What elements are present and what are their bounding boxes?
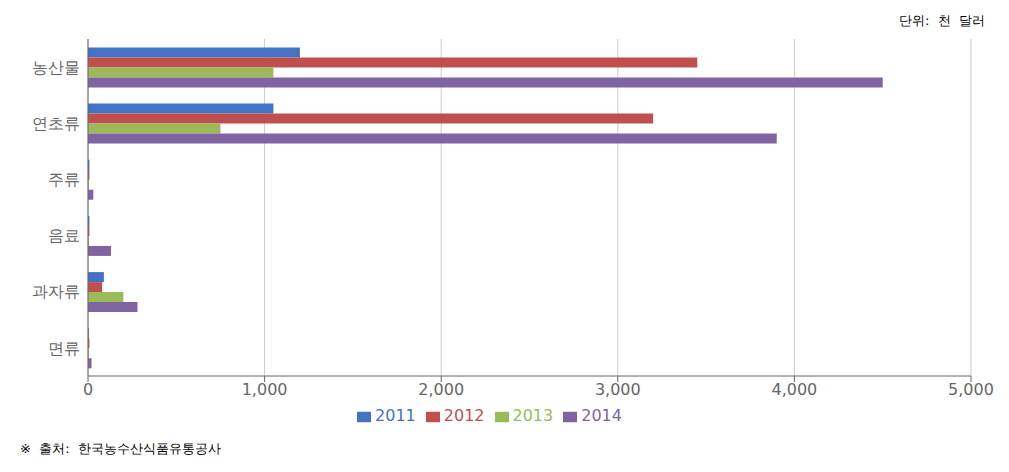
svg-text:1,000: 1,000 <box>242 380 288 399</box>
svg-text:음료: 음료 <box>48 226 80 245</box>
svg-text:3,000: 3,000 <box>595 380 641 399</box>
html-text:2013: 2013 <box>512 406 554 425</box>
html-text:단위: 천 달러: 단위: 천 달러 <box>899 13 985 28</box>
svg-text:5,000: 5,000 <box>948 380 994 399</box>
html-text:※ 출처: 한국농수산식품유통공사: ※ 출처: 한국농수산식품유통공사 <box>20 441 221 456</box>
svg-text:4,000: 4,000 <box>771 380 817 399</box>
svg-text:0: 0 <box>83 380 93 399</box>
svg-text:농산물: 농산물 <box>32 58 80 77</box>
svg-text:면류: 면류 <box>48 339 80 358</box>
html-text:2011: 2011 <box>375 406 416 425</box>
html-text:2012: 2012 <box>443 406 485 425</box>
svg-text:주류: 주류 <box>48 170 80 189</box>
svg-text:2,000: 2,000 <box>418 380 464 399</box>
svg-text:연초류: 연초류 <box>32 114 80 133</box>
html-text:2014: 2014 <box>581 406 622 425</box>
svg-text:과자류: 과자류 <box>32 282 80 301</box>
